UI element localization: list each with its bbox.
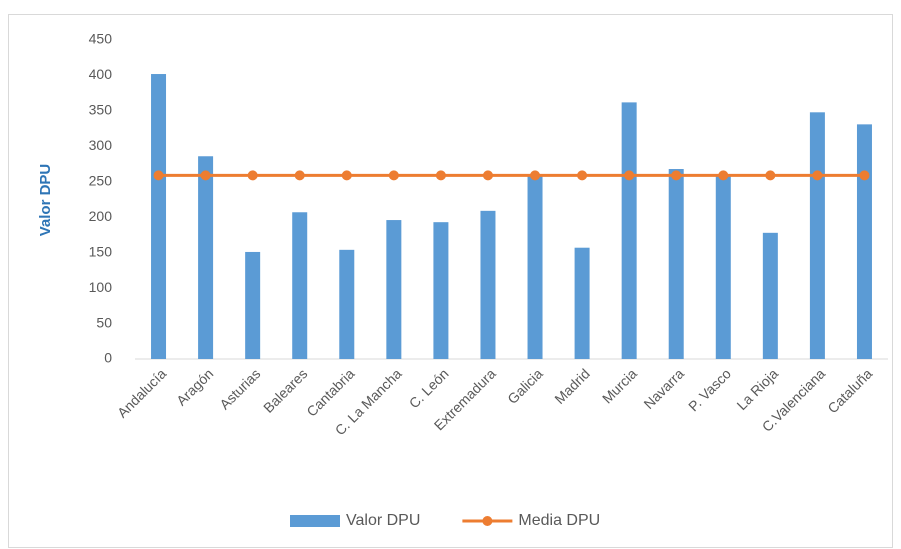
bar — [762, 232, 778, 359]
legend-swatch — [290, 515, 340, 527]
legend-label: Media DPU — [518, 512, 600, 529]
bar — [433, 222, 449, 359]
line-marker — [718, 170, 729, 181]
bar — [715, 176, 731, 359]
bar — [151, 74, 167, 359]
line-marker — [153, 170, 164, 181]
y-tick-label: 0 — [104, 350, 112, 366]
legend-swatch — [482, 516, 493, 526]
bar — [480, 210, 496, 359]
line-marker — [435, 170, 446, 181]
bar — [339, 249, 355, 359]
line-marker — [388, 170, 399, 181]
line-marker — [812, 170, 823, 181]
bar — [245, 251, 261, 359]
bar — [292, 212, 308, 359]
chart-border — [8, 14, 893, 548]
line-marker — [624, 170, 635, 181]
line-marker — [482, 170, 493, 181]
bar — [621, 102, 637, 359]
y-tick-label: 100 — [89, 279, 113, 295]
y-tick-label: 450 — [89, 31, 113, 47]
y-axis-label: Valor DPU — [37, 164, 54, 237]
line-marker — [530, 170, 541, 181]
bar — [198, 156, 214, 359]
line-marker — [671, 170, 682, 181]
y-tick-label: 200 — [89, 208, 113, 224]
y-tick-label: 400 — [89, 66, 113, 82]
y-tick-label: 50 — [96, 314, 112, 330]
bar — [574, 247, 590, 359]
line-marker — [341, 170, 352, 181]
bar — [668, 169, 684, 359]
bar — [809, 112, 825, 359]
line-marker — [577, 170, 588, 181]
line-marker — [859, 170, 870, 181]
legend-label: Valor DPU — [346, 512, 420, 529]
bar — [386, 220, 402, 359]
y-tick-label: 150 — [89, 243, 113, 259]
line-marker — [247, 170, 258, 181]
line-marker — [200, 170, 211, 181]
line-marker — [294, 170, 305, 181]
bar — [527, 175, 543, 359]
y-tick-label: 250 — [89, 172, 113, 188]
y-tick-label: 350 — [89, 102, 113, 118]
y-tick-label: 300 — [89, 137, 113, 153]
bar — [856, 124, 872, 359]
line-marker — [765, 170, 776, 181]
